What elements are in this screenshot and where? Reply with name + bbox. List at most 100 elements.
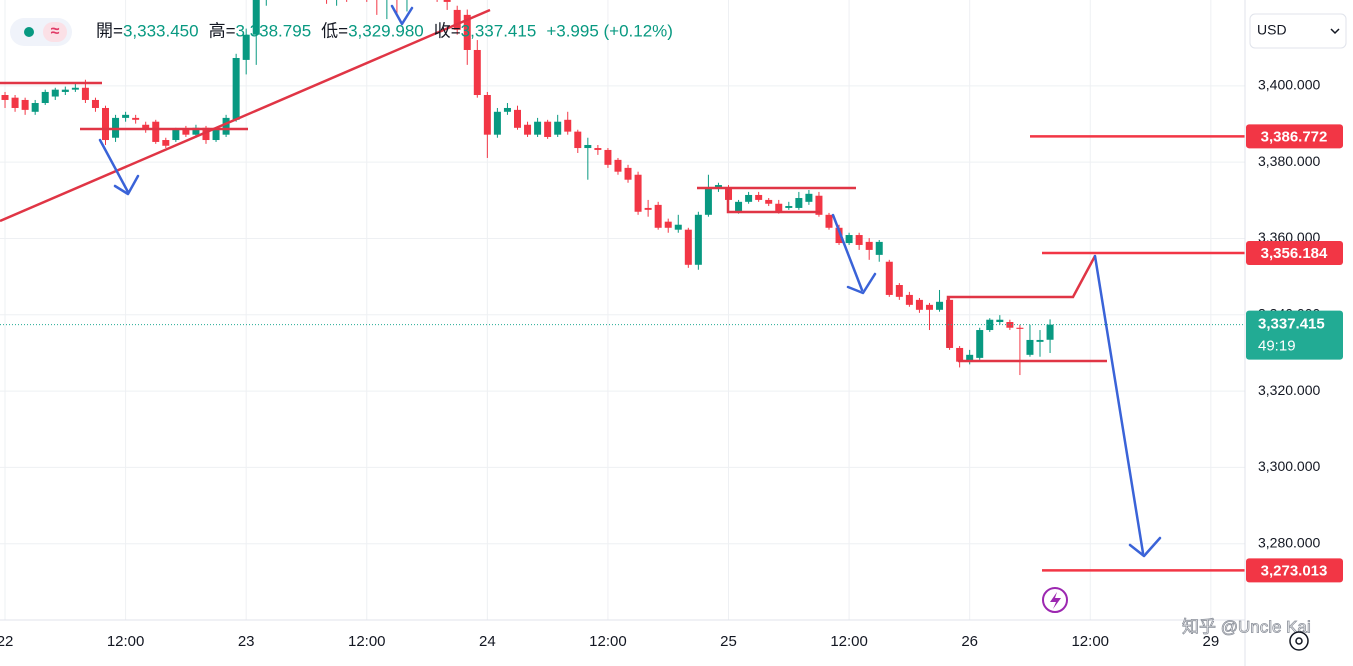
price-tag xyxy=(1246,124,1343,149)
candle-body xyxy=(1046,324,1054,340)
ohlc-value: +3.995 (+0.12%) xyxy=(546,21,673,40)
candle-body xyxy=(936,301,944,310)
y-tick-label: 3,380.000 xyxy=(1258,153,1320,169)
currency[interactable]: USD xyxy=(1257,22,1287,38)
candle-body xyxy=(524,124,532,135)
candle-body xyxy=(684,229,692,265)
x-tick-label: 12:00 xyxy=(830,633,868,650)
candle-body xyxy=(1036,339,1044,342)
ohlc-value: 3,333.450 xyxy=(123,21,199,40)
candle-body xyxy=(624,167,632,180)
price-tag-label: 3,386.772 xyxy=(1261,128,1328,145)
candle-body xyxy=(71,87,79,90)
price-tags: 3,386.772 3,356.184 3,273.013 3,337.415 49:1… xyxy=(1246,124,1343,583)
candle-body xyxy=(704,187,712,215)
countdown: 49:19 xyxy=(1258,338,1296,355)
ohlc-label: 高= xyxy=(209,21,236,40)
drawn-line xyxy=(726,188,820,214)
arrow-head xyxy=(846,272,877,295)
candle-body xyxy=(795,198,803,208)
candle-body xyxy=(946,299,954,348)
candle-body xyxy=(594,148,602,150)
candle-body xyxy=(905,294,913,305)
candle-body xyxy=(855,235,863,245)
candle-body xyxy=(51,89,59,97)
candle-body xyxy=(845,235,853,244)
candle-body xyxy=(222,117,230,135)
levels xyxy=(0,135,1245,572)
y-tick-label: 3,280.000 xyxy=(1258,534,1320,550)
candle-body xyxy=(956,347,964,362)
price-tag-label: 3,356.184 xyxy=(1261,245,1328,262)
candle-body xyxy=(132,117,140,120)
candle-body xyxy=(765,199,773,204)
candle-body xyxy=(735,201,743,212)
candle-body xyxy=(463,14,471,50)
candle-body xyxy=(885,261,893,295)
candle-body xyxy=(483,95,491,135)
candle-body xyxy=(443,0,451,2)
candle-body xyxy=(755,194,763,200)
candle-body xyxy=(825,214,833,228)
candle-body xyxy=(162,140,170,146)
arrow-head xyxy=(113,174,140,196)
candle-body xyxy=(41,91,49,104)
candle-body xyxy=(775,203,783,212)
candle-body xyxy=(745,194,753,202)
ohlc-value: 3,329.980 xyxy=(348,21,424,40)
candle-body xyxy=(192,127,200,135)
candle-body xyxy=(152,121,160,142)
candle-body xyxy=(895,285,903,297)
x-tick-label: 12:00 xyxy=(107,633,145,650)
candle-body xyxy=(493,111,501,135)
candle-body xyxy=(694,214,702,265)
candle-body xyxy=(242,34,250,60)
candle-body xyxy=(634,174,642,212)
candle-body xyxy=(172,129,180,141)
x-tick-label: 29 xyxy=(1202,633,1219,650)
plot-area xyxy=(1,0,1054,376)
candle-body xyxy=(1006,322,1014,328)
candle-body xyxy=(544,121,552,137)
candle-body xyxy=(182,129,190,135)
ohlc-value: 3,337.415 xyxy=(461,21,537,40)
candle-body xyxy=(584,144,592,149)
candle-body xyxy=(21,99,29,110)
settings-icon-center xyxy=(1295,637,1303,645)
price-tag xyxy=(1246,241,1343,266)
candle-body xyxy=(102,107,110,141)
candle-body xyxy=(785,206,793,208)
candle-body xyxy=(61,89,69,92)
last-price-tag xyxy=(1246,310,1343,360)
settings-icon[interactable] xyxy=(1289,631,1309,651)
status-dot xyxy=(24,27,34,37)
candle-body xyxy=(604,149,612,165)
candle-body xyxy=(815,195,823,215)
y-tick-label: 3,400.000 xyxy=(1258,77,1320,93)
candle-body xyxy=(865,241,873,250)
candle-body xyxy=(202,127,210,141)
currency-select[interactable] xyxy=(1249,13,1347,49)
event-icon[interactable] xyxy=(1042,587,1068,613)
candle-body xyxy=(644,207,652,210)
candle-body xyxy=(91,99,99,108)
x-tick-label: 24 xyxy=(479,633,496,650)
ohlc-value: 3,338.795 xyxy=(236,21,312,40)
dropdown-caret xyxy=(1330,28,1340,35)
candle-body xyxy=(564,119,572,132)
pattern-icon-glyph: ≈ xyxy=(51,23,60,40)
axes: 3,280.0003,300.0003,320.0003,340.0003,36… xyxy=(0,77,1320,650)
ohlc-label: 低= xyxy=(321,21,348,40)
x-tick-label: 23 xyxy=(238,633,255,650)
candle-body xyxy=(503,107,511,112)
candle-body xyxy=(835,227,843,244)
ohlc-label: 開= xyxy=(96,21,123,40)
candle-body xyxy=(513,109,521,128)
candle-body xyxy=(976,330,984,358)
candle-body xyxy=(574,131,582,149)
candle-body xyxy=(875,241,883,255)
y-tick-label: 3,300.000 xyxy=(1258,458,1320,474)
candle-body xyxy=(996,319,1004,323)
x-tick-label: 12:00 xyxy=(589,633,627,650)
